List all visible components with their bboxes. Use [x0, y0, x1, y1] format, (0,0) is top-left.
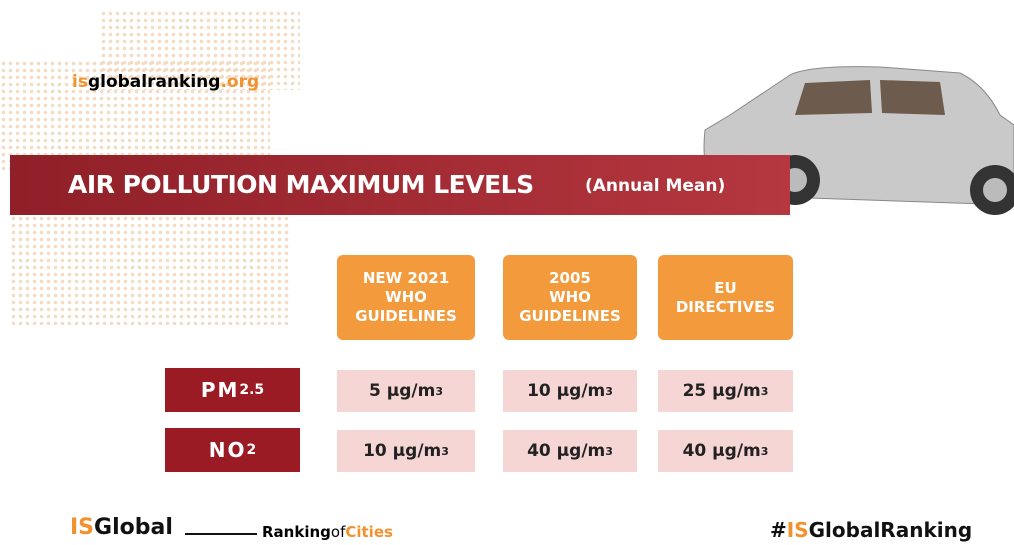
site-url: isglobalranking.org: [72, 72, 259, 92]
ranking-cities: Cities: [345, 523, 393, 541]
cell-sup: 3: [761, 445, 769, 458]
title: AIR POLLUTION MAXIMUM LEVELS: [68, 170, 534, 199]
column-header-line: 2005: [549, 269, 591, 288]
ranking: RankingofCities: [262, 523, 393, 541]
site-main: globalranking: [88, 72, 221, 92]
divider: [185, 533, 257, 535]
column-header-line: EU: [714, 279, 736, 298]
subtitle: (Annual Mean): [585, 176, 725, 196]
site-suffix: .org: [220, 72, 259, 92]
hashtag-prefix: IS: [787, 518, 809, 542]
cell-sup: 3: [761, 385, 769, 398]
row-label-sub: 2: [247, 442, 257, 458]
cell-text: 40 µg/m: [683, 441, 761, 461]
brand: ISGlobal: [70, 515, 173, 540]
ranking-word: Ranking: [262, 523, 331, 541]
column-header-line: GUIDELINES: [355, 307, 457, 326]
cell-sup: 3: [441, 445, 449, 458]
column-header-line: GUIDELINES: [519, 307, 621, 326]
column-header-line: WHO: [385, 288, 427, 307]
brand-main: Global: [94, 515, 173, 540]
ranking-of: of: [331, 523, 345, 541]
cell-sup: 3: [435, 385, 443, 398]
column-header-line: DIRECTIVES: [676, 298, 775, 317]
site-prefix: is: [72, 72, 88, 92]
map-dots: [10, 215, 290, 325]
column-header-line: WHO: [549, 288, 591, 307]
hashtag-hash: #: [770, 518, 787, 542]
cell-text: 40 µg/m: [527, 441, 605, 461]
brand-prefix: IS: [70, 515, 94, 540]
cell-sup: 3: [605, 385, 613, 398]
hashtag-main: GlobalRanking: [809, 518, 973, 542]
infographic: isglobalranking.org AIR POLLUTION MAXIMU…: [0, 0, 1014, 545]
cell-text: 5 µg/m: [369, 381, 435, 401]
cell-text: 25 µg/m: [683, 381, 761, 401]
cell-text: 10 µg/m: [527, 381, 605, 401]
row-label-text: PM: [201, 378, 240, 402]
cell-sup: 3: [605, 445, 613, 458]
row-label-sub: 2.5: [239, 382, 264, 398]
cell-text: 10 µg/m: [363, 441, 441, 461]
column-header-line: NEW 2021: [363, 269, 449, 288]
hashtag: #ISGlobalRanking: [770, 518, 972, 542]
row-label-text: NO: [209, 438, 247, 462]
